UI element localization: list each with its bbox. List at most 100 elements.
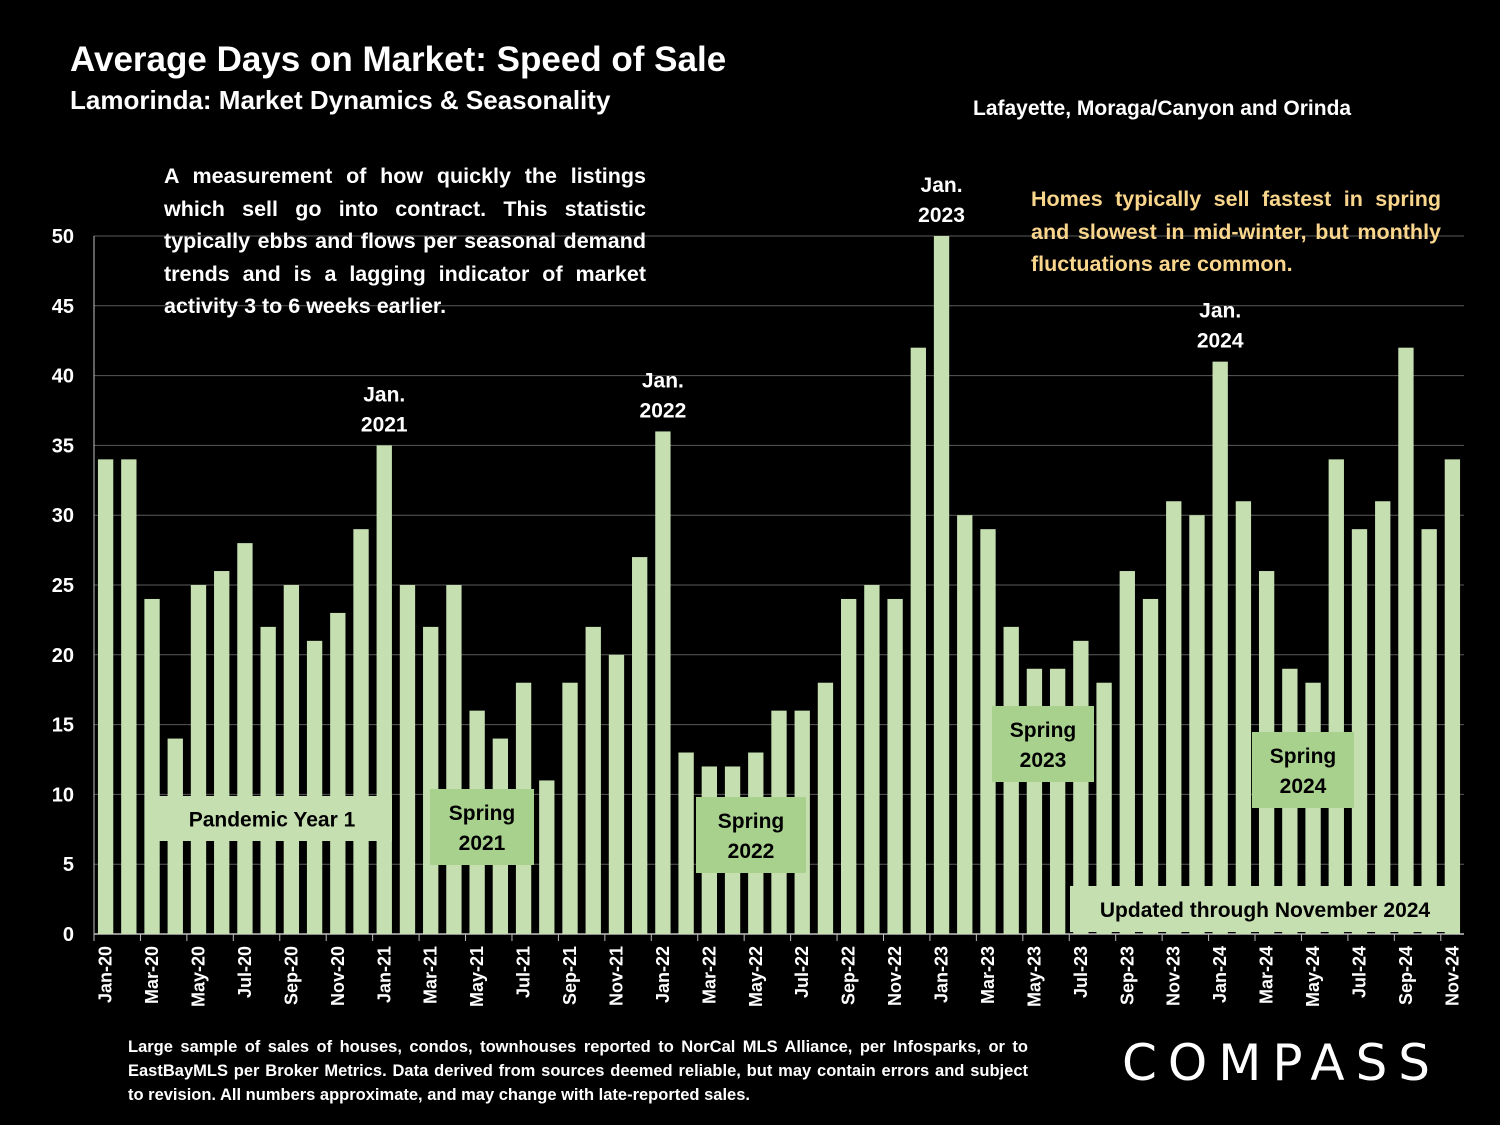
label-box-text: 2023: [1020, 749, 1067, 772]
x-tick-label: Jul-22: [792, 946, 812, 998]
label-box-text: Spring: [1010, 719, 1077, 742]
y-tick-label: 30: [52, 505, 74, 527]
x-tick-label: Jul-24: [1350, 946, 1370, 998]
bar: [1212, 361, 1228, 934]
bar: [933, 236, 950, 934]
bar: [539, 780, 555, 934]
bar: [910, 347, 926, 934]
label-box-text: 2024: [1280, 775, 1327, 798]
x-tick-label: Sep-22: [839, 946, 859, 1005]
bar: [655, 431, 671, 934]
bar: [817, 682, 834, 934]
bar: [1119, 571, 1135, 934]
x-tick-label: Jan-24: [1210, 946, 1230, 1003]
label-box-text: Spring: [449, 802, 516, 825]
compass-logo: COMPASS: [1122, 1034, 1442, 1092]
x-tick-label: Sep-20: [281, 946, 301, 1005]
bar: [237, 543, 253, 934]
bar: [864, 585, 880, 934]
bar: [1398, 347, 1414, 934]
bar: [260, 626, 276, 934]
year-annotation: Jan.: [921, 174, 963, 197]
x-tick-label: Sep-24: [1396, 946, 1416, 1005]
bar: [1096, 682, 1112, 934]
label-box: [992, 706, 1094, 782]
bar: [585, 626, 601, 934]
y-tick-label: 40: [52, 366, 74, 388]
x-tick-label: Mar-23: [978, 946, 998, 1004]
x-tick-label: May-24: [1303, 946, 1323, 1007]
y-tick-label: 0: [63, 924, 74, 946]
x-tick-label: Jul-21: [514, 946, 534, 998]
year-annotation: 2021: [361, 413, 408, 436]
x-tick-label: Jan-20: [96, 946, 116, 1003]
x-tick-label: Jan-22: [653, 946, 673, 1003]
y-tick-label: 10: [52, 784, 74, 806]
x-tick-label: Jan-23: [932, 946, 952, 1003]
bar: [97, 459, 114, 934]
bar: [957, 515, 973, 934]
year-annotation: Jan.: [642, 369, 684, 392]
insight-text: Homes typically sell fastest in spring a…: [1031, 187, 1441, 276]
year-annotation: 2024: [1197, 330, 1244, 353]
bar: [678, 752, 694, 934]
y-tick-label: 50: [52, 226, 74, 248]
bar: [1421, 529, 1437, 934]
x-tick-label: Nov-21: [606, 946, 626, 1006]
bar: [887, 598, 903, 934]
bar: [840, 598, 857, 934]
label-box: [696, 797, 806, 873]
bar: [214, 571, 230, 934]
bar: [306, 640, 323, 934]
bar: [446, 585, 462, 934]
bar: [632, 557, 648, 934]
label-box: [1070, 886, 1460, 932]
bar: [1328, 459, 1344, 934]
x-tick-label: May-23: [1024, 946, 1044, 1007]
x-tick-label: Nov-24: [1442, 946, 1462, 1006]
x-tick-label: May-20: [188, 946, 208, 1007]
year-annotation: Jan.: [1199, 300, 1241, 323]
chart-subtitle: Lamorinda: Market Dynamics & Seasonality: [70, 85, 611, 115]
x-tick-label: Nov-20: [328, 946, 348, 1006]
x-tick-label: Nov-23: [1164, 946, 1184, 1006]
year-annotation: 2022: [640, 399, 687, 422]
bar: [399, 585, 416, 934]
y-tick-label: 15: [52, 715, 74, 737]
bar: [1375, 501, 1391, 934]
x-tick-label: Jul-20: [235, 946, 255, 998]
label-box-text: 2021: [459, 832, 506, 855]
bar: [121, 459, 137, 934]
y-tick-label: 35: [52, 435, 74, 457]
x-tick-label: Sep-21: [560, 946, 580, 1005]
label-box-text: Pandemic Year 1: [189, 809, 356, 832]
label-box-text: Spring: [718, 810, 785, 833]
bar: [1166, 501, 1182, 934]
bar: [190, 585, 207, 934]
label-box-text: Spring: [1270, 745, 1337, 768]
bar: [376, 445, 392, 934]
x-tick-label: Jul-23: [1071, 946, 1091, 998]
year-annotation: Jan.: [363, 383, 405, 406]
bar: [283, 585, 300, 934]
bar: [144, 598, 160, 934]
bar: [1142, 598, 1159, 934]
x-tick-label: Mar-22: [699, 946, 719, 1004]
year-annotation: 2023: [918, 204, 965, 227]
bar: [1444, 459, 1461, 934]
chart-title: Average Days on Market: Speed of Sale: [70, 40, 727, 79]
bar: [608, 654, 625, 934]
label-box-text: 2022: [728, 840, 775, 863]
x-tick-label: Sep-23: [1117, 946, 1137, 1005]
bar: [423, 626, 439, 934]
y-tick-label: 25: [52, 575, 74, 597]
y-tick-label: 5: [63, 854, 74, 876]
x-tick-label: May-22: [746, 946, 766, 1007]
bar: [1351, 529, 1368, 934]
y-tick-label: 20: [52, 645, 74, 667]
x-tick-label: May-21: [467, 946, 487, 1007]
label-box-text: Updated through November 2024: [1100, 899, 1431, 922]
region-label: Lafayette, Moraga/Canyon and Orinda: [973, 97, 1352, 120]
bar: [1189, 515, 1205, 934]
